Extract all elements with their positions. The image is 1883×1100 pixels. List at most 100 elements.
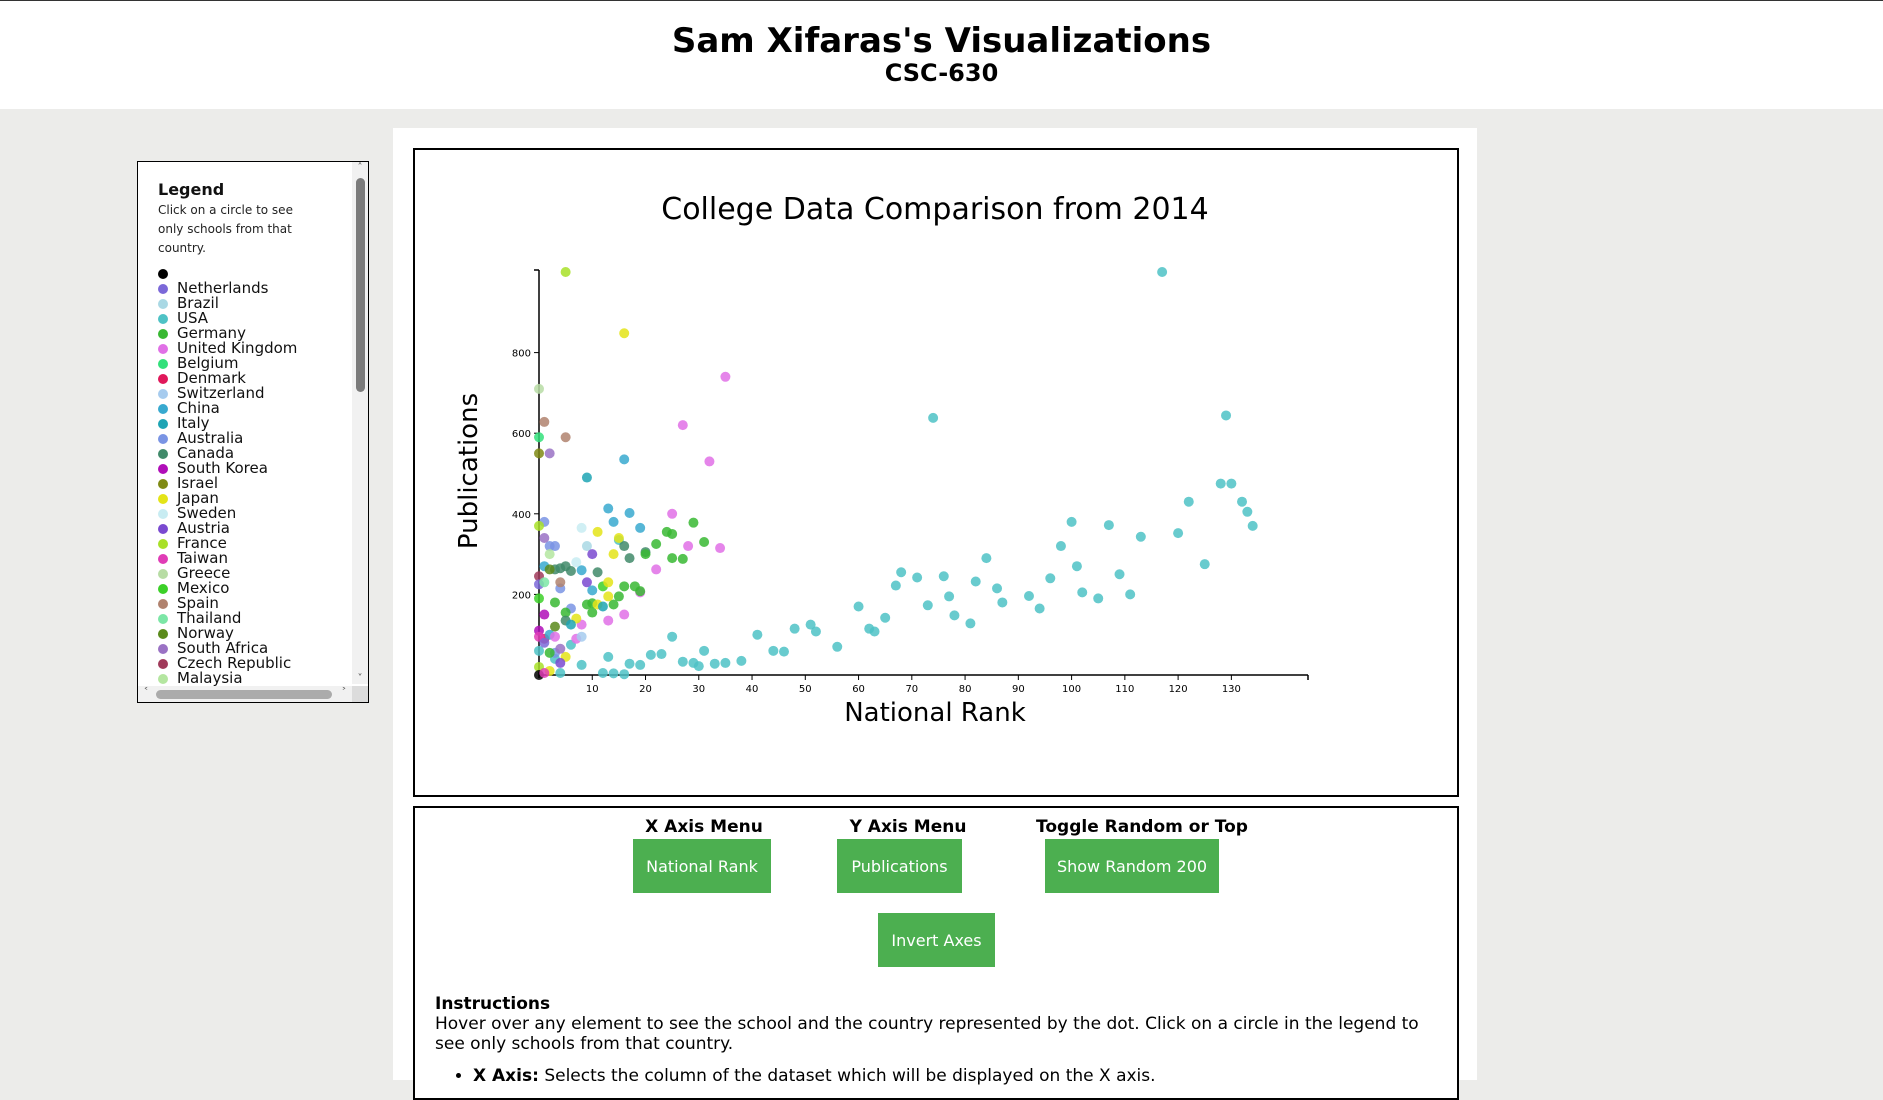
- data-point[interactable]: [667, 528, 678, 539]
- legend-dot[interactable]: [158, 613, 168, 624]
- legend-dot[interactable]: [158, 643, 168, 654]
- data-point[interactable]: [778, 646, 789, 657]
- legend-dot[interactable]: [158, 583, 168, 594]
- data-point[interactable]: [805, 619, 816, 630]
- data-point[interactable]: [539, 609, 550, 620]
- data-point[interactable]: [970, 576, 981, 587]
- data-point[interactable]: [709, 658, 720, 669]
- legend-dot[interactable]: [158, 313, 168, 324]
- legend-dot[interactable]: [158, 598, 168, 609]
- scroll-right-icon[interactable]: ˃: [341, 687, 347, 698]
- data-point[interactable]: [555, 577, 566, 588]
- legend-dot[interactable]: [158, 658, 168, 669]
- data-point[interactable]: [688, 657, 699, 668]
- data-point[interactable]: [1221, 410, 1232, 421]
- data-point[interactable]: [549, 631, 560, 642]
- data-point[interactable]: [928, 412, 939, 423]
- data-point[interactable]: [581, 577, 592, 588]
- data-point[interactable]: [534, 383, 544, 394]
- legend-item[interactable]: Netherlands: [158, 281, 358, 296]
- data-point[interactable]: [949, 610, 960, 621]
- data-point[interactable]: [768, 645, 779, 656]
- data-point[interactable]: [544, 564, 555, 575]
- scroll-down-icon[interactable]: ˅: [357, 673, 363, 684]
- data-point[interactable]: [613, 591, 624, 602]
- legend-item[interactable]: United Kingdom: [158, 341, 358, 356]
- legend-vertical-scroll-thumb[interactable]: [356, 178, 365, 392]
- data-point[interactable]: [997, 597, 1008, 608]
- data-point[interactable]: [635, 522, 646, 533]
- data-point[interactable]: [581, 472, 592, 483]
- scroll-left-icon[interactable]: ˂: [143, 687, 149, 698]
- data-point[interactable]: [608, 549, 619, 560]
- data-point[interactable]: [944, 591, 955, 602]
- data-point[interactable]: [880, 612, 891, 623]
- legend-dot[interactable]: [158, 433, 168, 444]
- data-point[interactable]: [544, 647, 555, 658]
- legend-dot[interactable]: [158, 358, 168, 369]
- data-point[interactable]: [565, 619, 576, 630]
- data-point[interactable]: [555, 667, 566, 678]
- data-point[interactable]: [597, 601, 608, 612]
- data-point[interactable]: [992, 583, 1003, 594]
- data-point[interactable]: [720, 657, 731, 668]
- data-point[interactable]: [560, 432, 571, 443]
- data-point[interactable]: [555, 657, 566, 668]
- data-point[interactable]: [677, 553, 688, 564]
- data-point[interactable]: [608, 599, 619, 610]
- legend-dot[interactable]: [158, 493, 168, 504]
- data-point[interactable]: [1034, 603, 1045, 614]
- scroll-up-icon[interactable]: ˄: [357, 162, 363, 173]
- data-point[interactable]: [534, 593, 544, 604]
- data-point[interactable]: [539, 416, 550, 427]
- legend-dot[interactable]: [158, 298, 168, 309]
- legend-dot[interactable]: [158, 478, 168, 489]
- legend-dot[interactable]: [158, 553, 168, 564]
- data-point[interactable]: [677, 420, 688, 431]
- data-point[interactable]: [912, 572, 923, 583]
- data-point[interactable]: [576, 659, 587, 670]
- data-point[interactable]: [1199, 559, 1210, 570]
- data-point[interactable]: [624, 658, 635, 669]
- legend-item[interactable]: South Korea: [158, 461, 358, 476]
- data-point[interactable]: [603, 503, 614, 514]
- data-point[interactable]: [1023, 591, 1034, 602]
- data-point[interactable]: [587, 585, 598, 596]
- legend-item[interactable]: Israel: [158, 476, 358, 491]
- legend-item[interactable]: Sweden: [158, 506, 358, 521]
- data-point[interactable]: [832, 641, 843, 652]
- legend-item[interactable]: Denmark: [158, 371, 358, 386]
- legend-dot[interactable]: [158, 268, 168, 279]
- legend-item[interactable]: Mexico: [158, 581, 358, 596]
- legend-dot[interactable]: [158, 523, 168, 534]
- legend-dot[interactable]: [158, 388, 168, 399]
- legend-item[interactable]: Thailand: [158, 611, 358, 626]
- legend-dot[interactable]: [158, 283, 168, 294]
- invert-axes-button[interactable]: Invert Axes: [878, 913, 995, 967]
- legend-dot[interactable]: [158, 463, 168, 474]
- data-point[interactable]: [619, 454, 630, 465]
- data-point[interactable]: [544, 549, 555, 560]
- data-point[interactable]: [576, 631, 587, 642]
- legend-item[interactable]: Australia: [158, 431, 358, 446]
- data-point[interactable]: [869, 626, 880, 637]
- data-point[interactable]: [656, 649, 667, 660]
- data-point[interactable]: [619, 581, 630, 592]
- y-axis-button[interactable]: Publications: [837, 839, 962, 893]
- x-axis-button[interactable]: National Rank: [633, 839, 771, 893]
- data-point[interactable]: [619, 541, 630, 552]
- data-point[interactable]: [560, 267, 571, 277]
- legend-item[interactable]: Italy: [158, 416, 358, 431]
- legend-item[interactable]: [158, 266, 358, 281]
- data-point[interactable]: [1125, 589, 1136, 600]
- data-point[interactable]: [752, 629, 763, 640]
- toggle-random-button[interactable]: Show Random 200: [1045, 839, 1219, 893]
- data-point[interactable]: [810, 626, 821, 637]
- data-point[interactable]: [853, 601, 864, 612]
- legend-horizontal-scroll-thumb[interactable]: [156, 690, 332, 699]
- legend-dot[interactable]: [158, 343, 168, 354]
- data-point[interactable]: [539, 577, 550, 588]
- data-point[interactable]: [736, 655, 747, 666]
- data-point[interactable]: [560, 607, 571, 618]
- legend-dot[interactable]: [158, 403, 168, 414]
